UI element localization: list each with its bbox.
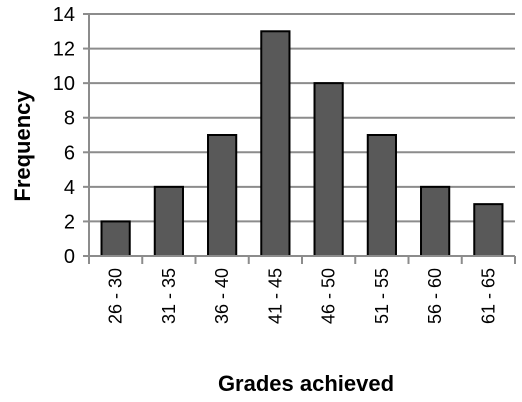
- y-tick-label: 4: [64, 177, 75, 199]
- y-tick-label: 14: [53, 4, 75, 26]
- y-tick-label: 6: [64, 142, 75, 164]
- y-tick-label: 8: [64, 108, 75, 130]
- x-tick-label: 26 - 30: [106, 268, 126, 324]
- x-axis-title: Grades achieved: [218, 371, 394, 396]
- x-tick-label: 51 - 55: [372, 268, 392, 324]
- x-tick-label: 61 - 65: [478, 268, 498, 324]
- bar: [366, 134, 397, 257]
- x-tick-label: 31 - 35: [159, 268, 179, 324]
- bar: [153, 185, 184, 258]
- axes: [83, 13, 516, 264]
- x-tick-labels: 26 - 30 31 - 35 36 - 40 41 - 45 46 - 50 51 - …: [106, 268, 499, 324]
- x-tick-label: 46 - 50: [319, 268, 339, 324]
- y-tick-label: 12: [53, 39, 75, 61]
- y-tick-label: 2: [64, 211, 75, 233]
- gridlines: [89, 13, 515, 223]
- bars: [100, 30, 504, 258]
- bar: [100, 220, 131, 258]
- y-axis-title: Frequency: [10, 90, 35, 202]
- bar: [313, 82, 344, 258]
- x-tick-label: 36 - 40: [212, 268, 232, 324]
- bar: [207, 134, 238, 257]
- x-tick-label: 56 - 60: [425, 268, 445, 324]
- bar: [420, 185, 451, 258]
- y-tick-label: 0: [64, 246, 75, 268]
- x-tick-label: 41 - 45: [265, 268, 285, 324]
- bar: [473, 203, 504, 257]
- y-tick-label: 10: [53, 73, 75, 95]
- bar: [260, 30, 291, 257]
- y-tick-labels: 0 2 4 6 8 10 12 14: [53, 4, 75, 268]
